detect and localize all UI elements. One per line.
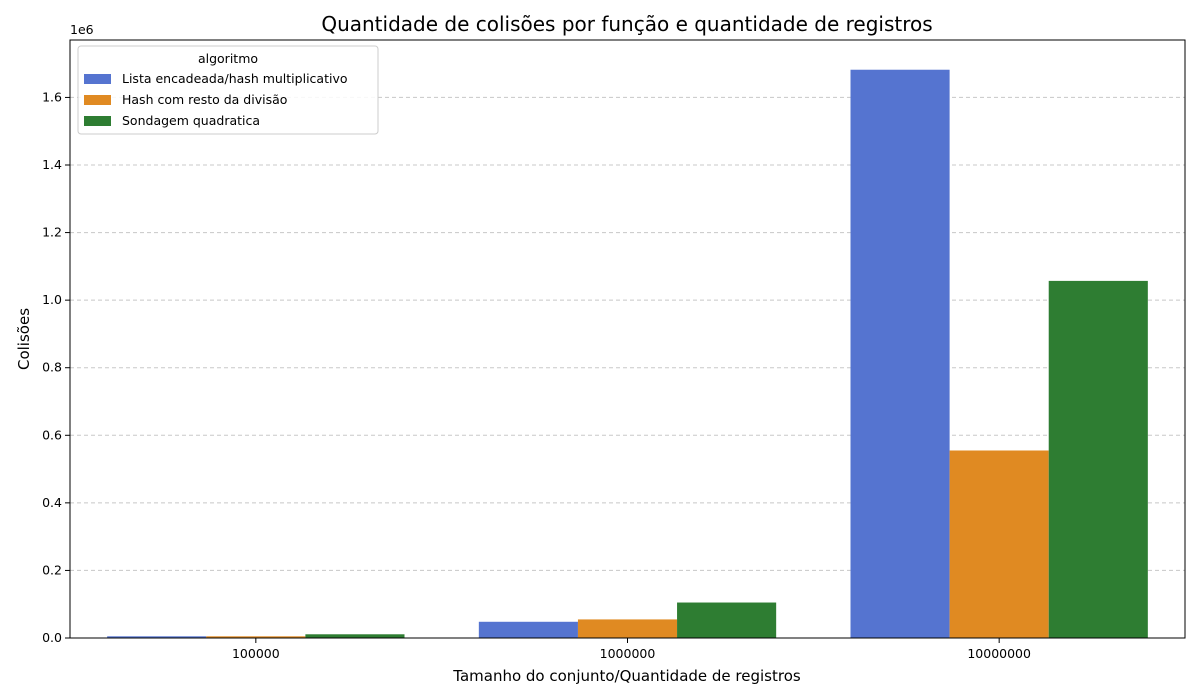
bar xyxy=(677,602,777,638)
y-tick-label: 1.4 xyxy=(42,157,62,172)
bar xyxy=(949,450,1049,638)
y-tick-label: 0.8 xyxy=(42,360,62,375)
legend-items: Lista encadeada/hash multiplicativo Hash … xyxy=(84,71,348,128)
x-tick-label: 10000000 xyxy=(967,646,1031,661)
legend-swatch xyxy=(84,95,111,105)
y-tick-label: 0.2 xyxy=(42,562,62,577)
legend-title: algoritmo xyxy=(198,51,258,66)
y-tick-label: 1.6 xyxy=(42,89,62,104)
legend-label: Lista encadeada/hash multiplicativo xyxy=(122,71,348,86)
y-tick-label: 0.0 xyxy=(42,630,62,645)
x-axis-ticks: 100000 1000000 10000000 xyxy=(232,638,1031,661)
y-tick-label: 0.4 xyxy=(42,495,62,510)
legend-label: Sondagem quadratica xyxy=(122,113,260,128)
bars xyxy=(107,69,1148,638)
legend-box xyxy=(77,45,379,135)
x-tick-label: 1000000 xyxy=(600,646,656,661)
legend-swatch xyxy=(84,74,111,84)
legend: algoritmo Lista encadeada/hash multiplic… xyxy=(77,45,379,135)
legend-swatch xyxy=(84,116,111,126)
legend-label: Hash com resto da divisão xyxy=(122,92,287,107)
y-tick-label: 1.0 xyxy=(42,292,62,307)
y-offset-text: 1e6 xyxy=(70,22,94,37)
bar xyxy=(305,634,405,638)
y-tick-label: 1.2 xyxy=(42,225,62,240)
chart-title: Quantidade de colisões por função e quan… xyxy=(321,12,932,36)
y-axis-ticks: 0.0 0.2 0.4 0.6 0.8 1.0 1.2 1.4 1.6 xyxy=(42,89,70,645)
bar xyxy=(107,636,207,638)
bar xyxy=(850,69,950,638)
x-axis-label: Tamanho do conjunto/Quantidade de regist… xyxy=(452,667,801,685)
bar xyxy=(1048,280,1148,638)
bar xyxy=(577,619,678,638)
x-tick-label: 100000 xyxy=(232,646,280,661)
y-axis-label: Colisões xyxy=(15,308,33,370)
bar xyxy=(206,636,306,638)
y-tick-label: 0.6 xyxy=(42,427,62,442)
bar xyxy=(478,621,578,638)
